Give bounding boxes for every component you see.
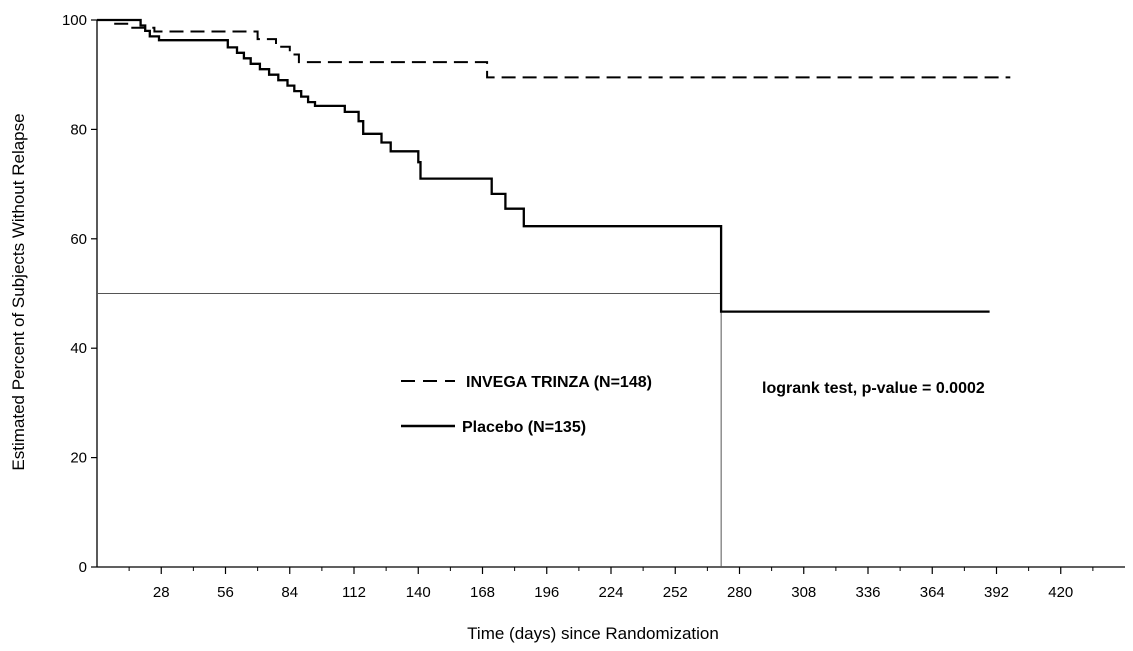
x-tick-label: 28: [153, 584, 170, 601]
x-tick-label: 112: [342, 584, 366, 601]
x-tick-label: 196: [534, 584, 559, 601]
y-tick-label: 80: [70, 121, 87, 138]
legend-label-placebo: Placebo (N=135): [462, 419, 586, 436]
median-reference-lines: [97, 293, 722, 567]
x-tick-label: 168: [470, 584, 495, 601]
y-tick-label: 0: [79, 559, 87, 576]
x-tick-label: 252: [663, 584, 688, 601]
y-axis-title: Estimated Percent of Subjects Without Re…: [9, 113, 28, 470]
x-tick-label: 84: [281, 584, 298, 601]
x-tick-label: 420: [1048, 584, 1073, 601]
x-tick-label: 280: [727, 584, 752, 601]
y-tick-label: 40: [70, 340, 87, 357]
x-axis-title: Time (days) since Randomization: [467, 624, 719, 643]
x-tick-label: 392: [984, 584, 1009, 601]
x-tick-label: 364: [920, 584, 945, 601]
series-line-placebo: [97, 18, 990, 313]
series-line-invega-trinza: [97, 19, 1011, 79]
legend-label-invega-trinza: INVEGA TRINZA (N=148): [466, 374, 652, 391]
x-tick-label: 140: [406, 584, 431, 601]
y-tick-label: 20: [70, 450, 87, 467]
logrank-annotation: logrank test, p-value = 0.0002: [762, 380, 985, 397]
survival-curves: [97, 18, 1011, 313]
axes: 0 20 40 60 80 100 28 56 84 112 140 168 196 224 252 280 3…: [62, 12, 1125, 601]
x-tick-label: 336: [855, 584, 880, 601]
x-tick-label: 224: [598, 584, 623, 601]
x-tick-label: 56: [217, 584, 234, 601]
x-tick-label: 308: [791, 584, 816, 601]
y-tick-label: 100: [62, 12, 87, 29]
legend: INVEGA TRINZA (N=148) Placebo (N=135): [401, 374, 652, 436]
y-tick-label: 60: [70, 231, 87, 248]
